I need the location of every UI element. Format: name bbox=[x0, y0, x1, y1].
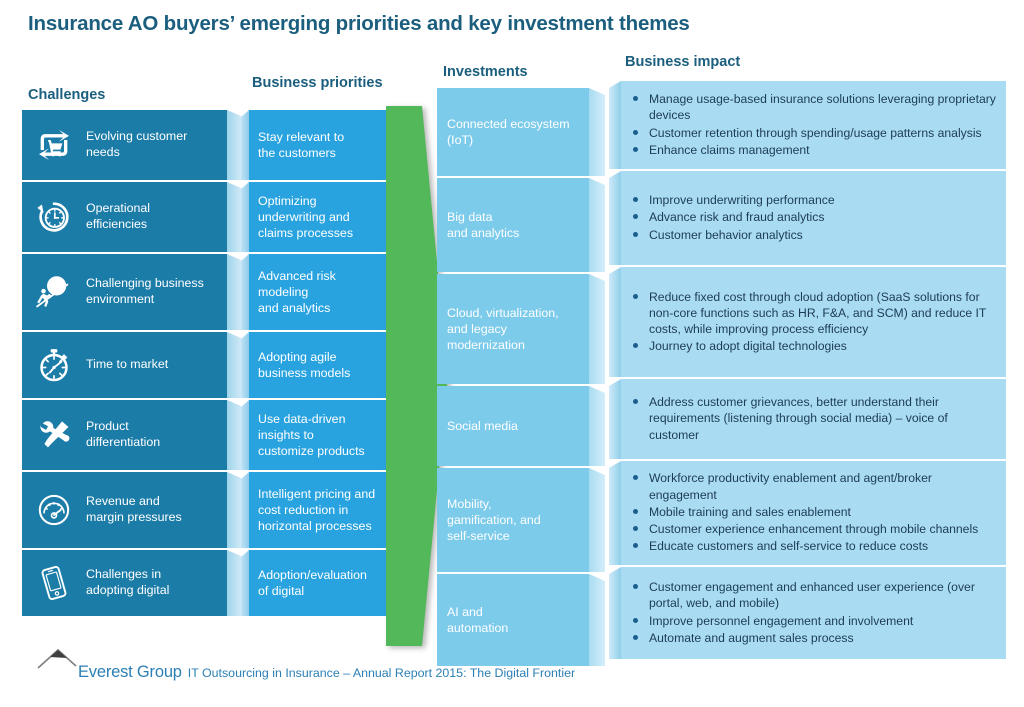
everest-group-logo-icon bbox=[37, 648, 77, 669]
business-impact-bullet: Customer engagement and enhanced user ex… bbox=[631, 579, 998, 611]
smartphone-icon bbox=[28, 557, 80, 609]
business-impact-row[interactable]: Manage usage-based insurance solutions l… bbox=[621, 81, 1006, 169]
recycle-cart-icon bbox=[28, 119, 80, 171]
business-priority-row[interactable]: Intelligent pricing and cost reduction in… bbox=[249, 472, 394, 548]
business-impact-list: Manage usage-based insurance solutions l… bbox=[631, 91, 998, 159]
business-impact-row[interactable]: Workforce productivity enablement and ag… bbox=[621, 461, 1006, 565]
business-impact-bullet: Address customer grievances, better unde… bbox=[631, 394, 998, 443]
business-priority-row[interactable]: Stay relevant to the customers bbox=[249, 110, 394, 180]
clock-arrow-icon bbox=[28, 191, 80, 243]
business-impact-list: Customer engagement and enhanced user ex… bbox=[631, 579, 998, 647]
challenge-row[interactable]: Operational efficiencies bbox=[22, 182, 227, 252]
challenge-label: Challenges in adopting digital bbox=[86, 567, 170, 597]
business-priority-row[interactable]: Use data-driven insights to customize prod… bbox=[249, 400, 394, 470]
business-priority-row[interactable]: Advanced risk modeling and analytics bbox=[249, 254, 394, 330]
business-impact-bullet: Improve underwriting performance bbox=[631, 192, 998, 208]
challenge-row[interactable]: Evolving customer needs bbox=[22, 110, 227, 180]
business-priority-label: Stay relevant to the customers bbox=[258, 129, 345, 160]
business-priority-row[interactable]: Adopting agile business models bbox=[249, 332, 394, 398]
investment-row[interactable]: Mobility, gamification, and self-service bbox=[437, 468, 589, 572]
investment-label: Big data and analytics bbox=[447, 209, 520, 240]
column-header-priorities: Business priorities bbox=[252, 75, 383, 91]
business-impact-bullet: Customer experience enhancement through … bbox=[631, 521, 998, 537]
business-impact-list: Improve underwriting performance Advance … bbox=[631, 192, 998, 244]
business-impact-bullet: Customer behavior analytics bbox=[631, 227, 998, 243]
page-title: Insurance AO buyers’ emerging priorities… bbox=[28, 12, 690, 35]
business-impact-bullet: Educate customers and self-service to re… bbox=[631, 538, 998, 554]
business-priority-label: Optimizing underwriting and claims process… bbox=[258, 193, 354, 241]
challenge-label: Evolving customer needs bbox=[86, 129, 188, 159]
investment-row[interactable]: Connected ecosystem (IoT) bbox=[437, 88, 589, 176]
business-impact-column: Manage usage-based insurance solutions l… bbox=[621, 81, 1006, 659]
column-header-challenges: Challenges bbox=[28, 87, 106, 103]
business-impact-row[interactable]: Improve underwriting performance Advance … bbox=[621, 171, 1006, 265]
business-impact-list: Workforce productivity enablement and ag… bbox=[631, 470, 998, 555]
footer-caption: IT Outsourcing in Insurance – Annual Rep… bbox=[187, 666, 576, 680]
sisyphus-boulder-icon bbox=[28, 266, 80, 318]
wrench-screwdriver-icon bbox=[28, 409, 80, 461]
investment-label: Connected ecosystem (IoT) bbox=[447, 116, 570, 147]
challenge-label: Operational efficiencies bbox=[86, 201, 151, 231]
business-impact-bullet: Workforce productivity enablement and ag… bbox=[631, 470, 998, 502]
business-priority-label: Adopting agile business models bbox=[258, 349, 351, 380]
challenge-label: Revenue and margin pressures bbox=[86, 494, 182, 524]
business-impact-list: Reduce fixed cost through cloud adoption… bbox=[631, 289, 998, 356]
business-impact-list: Address customer grievances, better unde… bbox=[631, 394, 998, 444]
column-header-investments: Investments bbox=[443, 64, 528, 80]
business-priority-label: Use data-driven insights to customize prod… bbox=[258, 411, 365, 459]
business-priority-row[interactable]: Adoption/evaluation of digital bbox=[249, 550, 394, 616]
footer: Everest Group IT Outsourcing in Insuranc… bbox=[36, 648, 576, 682]
investment-label: AI and automation bbox=[447, 604, 509, 635]
challenges-column: Evolving customer needs Operational efficie… bbox=[22, 110, 227, 616]
investment-label: Cloud, virtualization, and legacy moderniz… bbox=[447, 305, 559, 353]
investment-row[interactable]: Cloud, virtualization, and legacy moderniz… bbox=[437, 274, 589, 384]
challenge-label: Challenging business environment bbox=[86, 276, 204, 306]
logo-text: Everest Group bbox=[78, 663, 182, 681]
business-impact-bullet: Improve personnel engagement and involve… bbox=[631, 613, 998, 629]
business-impact-bullet: Automate and augment sales process bbox=[631, 630, 998, 646]
business-impact-row[interactable]: Reduce fixed cost through cloud adoption… bbox=[621, 267, 1006, 377]
business-impact-bullet: Mobile training and sales enablement bbox=[631, 504, 998, 520]
investment-row[interactable]: AI and automation bbox=[437, 574, 589, 666]
business-priority-label: Adoption/evaluation of digital bbox=[258, 567, 367, 598]
green-arrow-graphic bbox=[386, 106, 448, 646]
investment-label: Mobility, gamification, and self-service bbox=[447, 496, 541, 544]
column-header-impact: Business impact bbox=[625, 54, 741, 70]
business-impact-bullet: Journey to adopt digital technologies bbox=[631, 338, 998, 354]
challenge-label: Product differentiation bbox=[86, 419, 161, 449]
business-priority-label: Intelligent pricing and cost reduction in… bbox=[258, 486, 376, 534]
stopwatch-icon bbox=[28, 339, 80, 391]
challenge-row[interactable]: Product differentiation bbox=[22, 400, 227, 470]
gauge-icon bbox=[28, 484, 80, 536]
business-impact-row[interactable]: Address customer grievances, better unde… bbox=[621, 379, 1006, 459]
challenge-row[interactable]: Challenges in adopting digital bbox=[22, 550, 227, 616]
challenge-row[interactable]: Challenging business environment bbox=[22, 254, 227, 330]
challenge-label: Time to market bbox=[86, 357, 169, 372]
business-impact-bullet: Reduce fixed cost through cloud adoption… bbox=[631, 289, 998, 338]
business-impact-bullet: Advance risk and fraud analytics bbox=[631, 209, 998, 225]
business-priorities-column: Stay relevant to the customers Optimizing u… bbox=[249, 110, 394, 616]
investment-row[interactable]: Big data and analytics bbox=[437, 178, 589, 272]
investments-column: Connected ecosystem (IoT) Big data and anal… bbox=[437, 88, 589, 666]
business-impact-bullet: Manage usage-based insurance solutions l… bbox=[631, 91, 998, 123]
investment-row[interactable]: Social media bbox=[437, 386, 589, 466]
business-priority-row[interactable]: Optimizing underwriting and claims process… bbox=[249, 182, 394, 252]
challenge-row[interactable]: Revenue and margin pressures bbox=[22, 472, 227, 548]
challenge-row[interactable]: Time to market bbox=[22, 332, 227, 398]
business-impact-bullet: Enhance claims management bbox=[631, 142, 998, 158]
business-impact-bullet: Customer retention through spending/usag… bbox=[631, 125, 998, 141]
investment-label: Social media bbox=[447, 418, 518, 433]
business-priority-label: Advanced risk modeling and analytics bbox=[258, 268, 336, 316]
business-impact-row[interactable]: Customer engagement and enhanced user ex… bbox=[621, 567, 1006, 659]
